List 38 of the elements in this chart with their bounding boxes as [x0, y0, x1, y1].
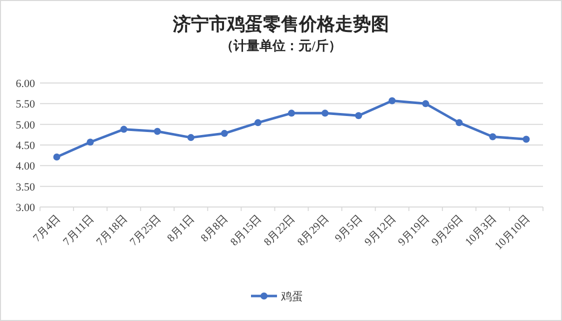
x-tick-label: 9月5日	[332, 212, 365, 244]
point	[187, 134, 194, 142]
point	[120, 126, 128, 133]
point	[220, 130, 228, 137]
y-tick-label: 3.50	[16, 181, 36, 194]
point	[322, 110, 329, 117]
x-tick-label: 8月8日	[198, 212, 231, 244]
y-tick-label: 4.50	[16, 140, 36, 152]
x-tick-label: 9月12日	[362, 212, 398, 248]
point	[288, 110, 295, 117]
point	[456, 119, 463, 126]
x-tick-label: 7月4日	[31, 212, 63, 244]
x-tick-label: 8月29日	[295, 212, 332, 248]
legend-label: 鸡蛋	[280, 291, 303, 303]
x-tick-label: 7月11日	[61, 212, 96, 248]
subtitle: （计量单位：元/斤）	[220, 38, 342, 53]
x-tick-label: 8月1日	[165, 212, 198, 244]
x-tick-label: 9月26日	[430, 212, 466, 248]
point	[522, 136, 530, 143]
point	[154, 128, 161, 135]
point	[489, 133, 496, 140]
point	[86, 138, 94, 146]
x-tick-label: 7月25日	[128, 212, 164, 248]
y-tick-label: 4.00	[16, 160, 36, 173]
title: 济宁市鸡蛋零售价格走势图	[173, 14, 389, 34]
x-tick-label: 8月15日	[228, 212, 264, 248]
y-tick-label: 3.00	[16, 202, 36, 214]
point	[422, 100, 430, 108]
point	[254, 119, 262, 126]
y-tick-label: 5.00	[16, 119, 36, 132]
point	[388, 97, 396, 104]
y-tick-label: 5.50	[16, 98, 36, 111]
x-tick-label: 7月18日	[94, 212, 130, 248]
x-tick-label: 8月22日	[262, 212, 298, 248]
y-tick-label: 6.00	[16, 78, 36, 90]
x-tick-label: 9月19日	[396, 212, 432, 248]
point	[53, 153, 60, 160]
point	[355, 112, 362, 120]
